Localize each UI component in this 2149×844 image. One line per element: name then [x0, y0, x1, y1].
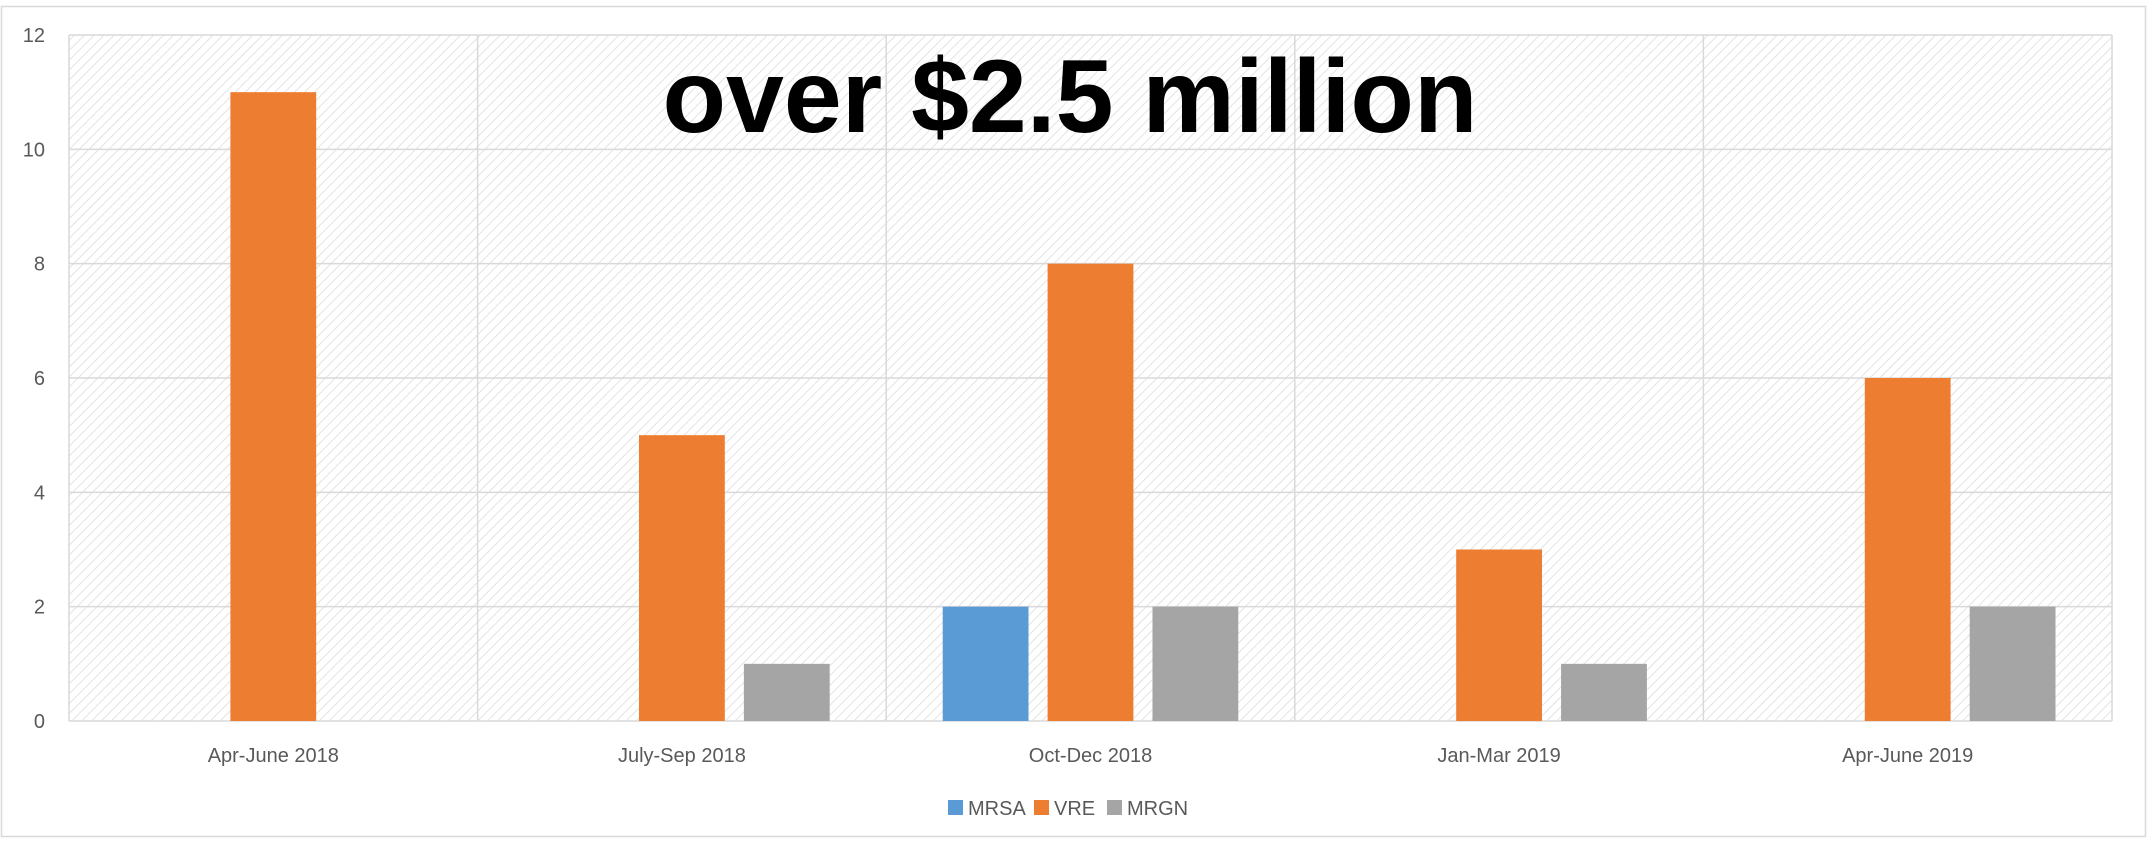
y-tick-label: 6 — [34, 368, 45, 390]
axes: 0 2 4 6 8 10 12 Apr-June 2018 July-Sep 2018 Oct-D… — [23, 25, 1974, 767]
chart-title: over $2.5 million — [663, 39, 1478, 155]
bars — [230, 92, 2056, 721]
legend: MRSA VRE MRGN — [948, 798, 1188, 820]
y-tick-label: 4 — [34, 482, 45, 504]
legend-label: MRSA — [968, 798, 1026, 820]
x-tick-label: Jan-Mar 2019 — [1437, 745, 1560, 767]
x-tick-label: Apr-June 2019 — [1842, 745, 1973, 767]
bar-mrgn — [1969, 606, 2056, 721]
x-tick-label: Apr-June 2018 — [208, 745, 339, 767]
bar-vre — [1864, 378, 1951, 721]
x-tick-label: Oct-Dec 2018 — [1029, 745, 1152, 767]
y-tick-label: 2 — [34, 597, 45, 619]
bar-vre — [230, 92, 317, 721]
bar-mrgn — [1152, 606, 1239, 721]
y-tick-label: 0 — [34, 711, 45, 733]
bar-mrsa — [942, 606, 1029, 721]
bar-vre — [638, 435, 725, 721]
legend-label: MRGN — [1127, 798, 1188, 820]
legend-swatch-mrsa — [948, 800, 963, 815]
y-tick-label: 12 — [23, 25, 45, 47]
bar-vre — [1456, 549, 1543, 721]
y-tick-label: 10 — [23, 139, 45, 161]
legend-swatch-mrgn — [1107, 800, 1122, 815]
y-tick-label: 8 — [34, 254, 45, 276]
bar-vre — [1047, 263, 1134, 721]
bar-mrgn — [1561, 663, 1647, 721]
legend-swatch-vre — [1034, 800, 1049, 815]
legend-label: VRE — [1054, 798, 1095, 820]
bar-mrgn — [743, 663, 830, 721]
x-tick-label: July-Sep 2018 — [618, 745, 746, 767]
